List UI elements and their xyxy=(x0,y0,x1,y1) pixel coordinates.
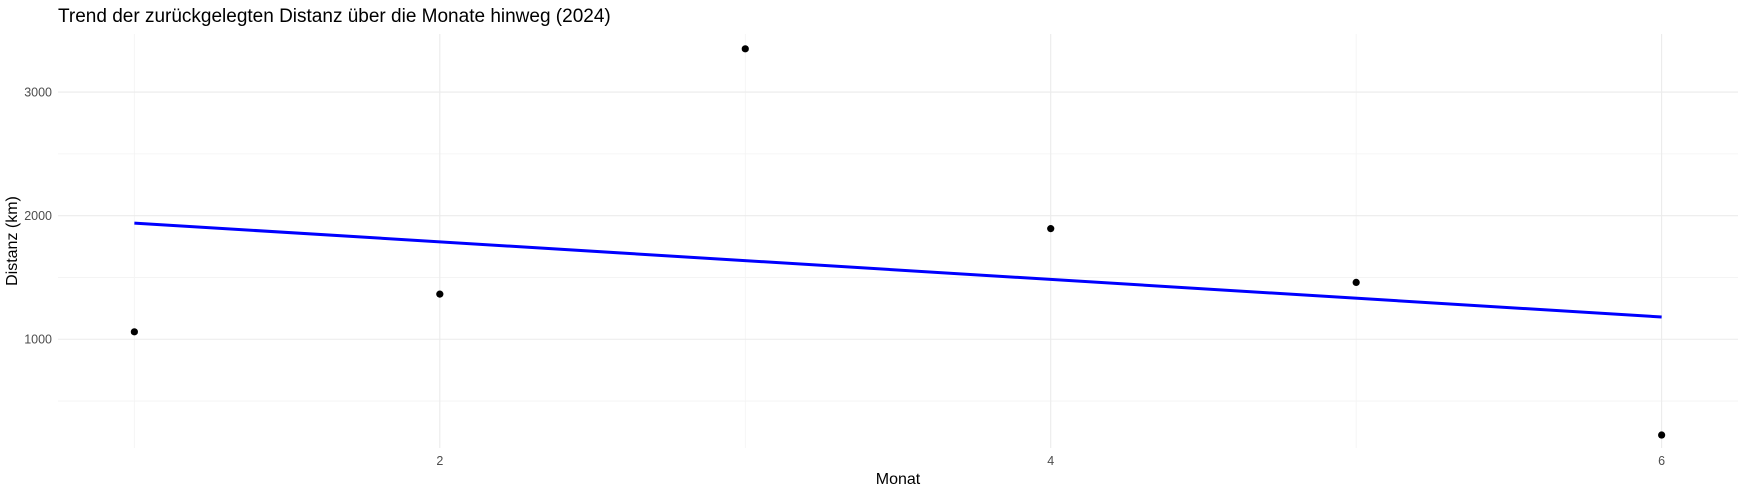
y-axis-title: Distanz (km) xyxy=(4,196,21,286)
data-point xyxy=(1047,225,1055,233)
x-tick-label: 4 xyxy=(1047,454,1054,468)
data-points xyxy=(130,45,1666,439)
x-axis-title: Monat xyxy=(876,471,921,488)
data-point xyxy=(1658,431,1666,439)
data-point xyxy=(130,328,138,336)
data-point xyxy=(436,290,444,298)
trend-line xyxy=(134,221,1662,319)
y-axis-ticks: 1000 2000 3000 xyxy=(24,86,52,347)
x-tick-label: 6 xyxy=(1658,454,1665,468)
trend-line-layer xyxy=(134,221,1662,319)
grid xyxy=(58,34,1738,448)
chart-title: Trend der zurückgelegten Distanz über di… xyxy=(58,6,611,27)
data-point xyxy=(741,45,749,53)
x-axis-ticks: 2 4 6 xyxy=(436,454,1665,468)
x-tick-label: 2 xyxy=(436,454,443,468)
data-point xyxy=(1352,278,1360,286)
y-tick-label: 2000 xyxy=(24,209,52,223)
y-tick-label: 3000 xyxy=(24,86,52,100)
y-tick-label: 1000 xyxy=(24,333,52,347)
